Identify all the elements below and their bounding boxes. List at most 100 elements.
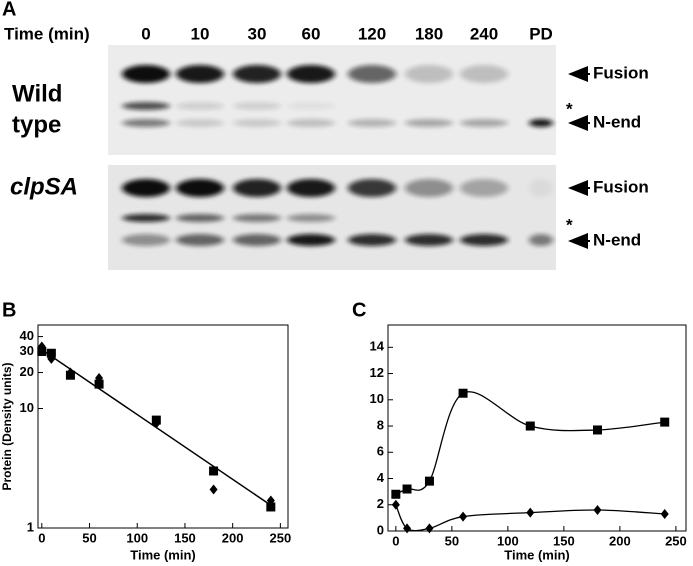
band-label: * (566, 215, 573, 234)
marker (425, 523, 434, 534)
band (348, 179, 396, 197)
band (176, 102, 224, 110)
band (287, 214, 335, 222)
marker (152, 418, 161, 429)
x-tick-label: 0 (38, 530, 45, 545)
band (287, 102, 335, 110)
time-label: Time (min) (4, 24, 90, 43)
x-tick-label: 150 (553, 533, 575, 548)
band (122, 179, 170, 197)
band (287, 234, 335, 246)
lane-label: 120 (358, 24, 386, 43)
marker (94, 379, 104, 389)
y-tick-label: 2 (377, 496, 384, 511)
marker (391, 489, 401, 499)
band (122, 214, 170, 222)
x-tick-label: 50 (82, 530, 96, 545)
y-tick-label: 10 (20, 400, 34, 415)
band (233, 234, 281, 246)
band (405, 119, 453, 127)
marker (47, 353, 56, 364)
y-tick-label: 1 (27, 519, 34, 534)
x-tick-label: 0 (392, 533, 399, 548)
marker (592, 425, 602, 435)
x-tick-label: 250 (270, 530, 292, 545)
band (233, 65, 281, 83)
band (348, 119, 396, 127)
row-label: type (12, 111, 61, 138)
marker (458, 388, 468, 398)
band (529, 179, 553, 197)
plot-frame (37, 324, 289, 529)
panel-label: C (352, 299, 366, 321)
band (405, 179, 453, 197)
marker (459, 511, 468, 522)
band (460, 65, 508, 83)
band (122, 102, 170, 110)
marker (660, 508, 669, 519)
y-tick-label: 8 (377, 417, 384, 432)
band (405, 234, 453, 246)
lane-label: PD (529, 24, 553, 43)
marker (66, 367, 75, 378)
band (529, 234, 553, 246)
band (233, 102, 281, 110)
marker (526, 507, 535, 518)
y-tick-label: 10 (370, 391, 384, 406)
y-tick-label: 4 (377, 470, 385, 485)
band (460, 119, 508, 127)
x-tick-label: 50 (445, 533, 459, 548)
band-label: Fusion (593, 63, 649, 82)
series-curve (395, 391, 665, 495)
row-label: clpSA (10, 173, 78, 200)
band (233, 179, 281, 197)
lane-label: 180 (415, 24, 443, 43)
band (460, 179, 508, 197)
band (405, 65, 453, 83)
y-tick-label: 0 (377, 522, 384, 537)
marker (209, 484, 218, 495)
marker (402, 484, 412, 494)
marker (660, 417, 670, 427)
band (176, 179, 224, 197)
marker (37, 341, 46, 352)
x-tick-label: 200 (222, 530, 244, 545)
x-tick-label: 100 (497, 533, 519, 548)
band (233, 214, 281, 222)
lane-label: 60 (302, 24, 321, 43)
band (529, 119, 553, 127)
row-label: Wild (12, 80, 62, 107)
marker (593, 505, 602, 516)
x-axis-label: Time (min) (504, 547, 570, 562)
band (287, 179, 335, 197)
y-axis-label: Protein (Density units) (0, 362, 14, 490)
x-tick-label: 200 (609, 533, 631, 548)
band (176, 234, 224, 246)
plot-frame (387, 324, 687, 532)
band (233, 119, 281, 127)
y-tick-label: 14 (370, 339, 385, 354)
x-tick-label: 100 (126, 530, 148, 545)
lane-label: 0 (141, 24, 150, 43)
y-tick-label: 30 (20, 343, 34, 358)
x-tick-label: 150 (174, 530, 196, 545)
marker (403, 523, 412, 534)
marker (266, 502, 276, 512)
band (176, 214, 224, 222)
panel-label: B (2, 299, 16, 321)
band-label: N-end (593, 230, 641, 249)
blot (108, 45, 556, 155)
lane-label: 10 (191, 24, 210, 43)
panel-label: A (2, 0, 16, 20)
band (122, 119, 170, 127)
x-axis-label: Time (min) (130, 547, 196, 562)
band-label: * (566, 99, 573, 118)
y-tick-label: 12 (370, 365, 384, 380)
marker (266, 495, 275, 506)
marker (525, 421, 535, 431)
band-label: Fusion (593, 177, 649, 196)
marker (95, 373, 104, 384)
band (287, 65, 335, 83)
x-tick-label: 250 (665, 533, 687, 548)
